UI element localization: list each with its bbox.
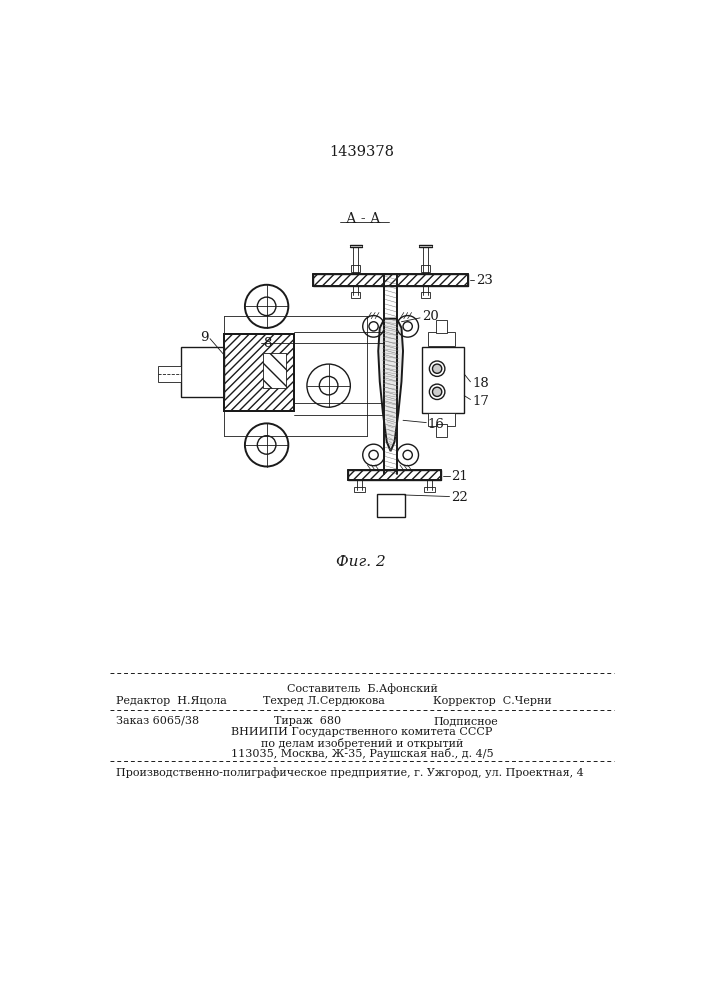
Bar [351, 292, 361, 298]
Bar [421, 347, 464, 413]
Text: Производственно-полиграфическое предприятие, г. Ужгород, ул. Проектная, 4: Производственно-полиграфическое предприя… [115, 768, 583, 778]
Bar [377, 494, 404, 517]
Bar [313, 274, 468, 286]
Text: ВНИИПИ Государственного комитета СССР: ВНИИПИ Государственного комитета СССР [231, 727, 493, 737]
Bar [424, 487, 435, 492]
Text: Редактор  Н.Яцола: Редактор Н.Яцола [115, 696, 226, 706]
Polygon shape [378, 319, 403, 451]
Text: по делам изобретений и открытий: по делам изобретений и открытий [261, 738, 463, 749]
Text: 17: 17 [472, 395, 489, 408]
Text: Подписное: Подписное [433, 716, 498, 726]
Text: 113035, Москва, Ж-35, Раушская наб., д. 4/5: 113035, Москва, Ж-35, Раушская наб., д. … [230, 748, 493, 759]
Bar [263, 353, 286, 388]
Text: 8: 8 [263, 337, 271, 350]
Bar [428, 332, 455, 346]
Bar [351, 265, 361, 272]
Bar [428, 413, 455, 426]
Text: Составитель  Б.Афонский: Составитель Б.Афонский [286, 684, 438, 694]
Bar [348, 470, 441, 480]
Text: Техред Л.Сердюкова: Техред Л.Сердюкова [263, 696, 385, 706]
Text: Заказ 6065/38: Заказ 6065/38 [115, 716, 199, 726]
Circle shape [257, 436, 276, 454]
Bar [436, 320, 448, 333]
Circle shape [403, 322, 412, 331]
Bar [421, 292, 430, 298]
Text: А - А: А - А [346, 212, 381, 226]
Circle shape [433, 387, 442, 396]
Circle shape [369, 450, 378, 460]
Text: 20: 20 [421, 310, 438, 323]
Text: 9: 9 [200, 331, 209, 344]
Text: 21: 21 [451, 470, 468, 483]
Circle shape [403, 450, 412, 460]
Text: 18: 18 [472, 377, 489, 390]
Text: Тираж  680: Тираж 680 [274, 716, 341, 726]
Circle shape [433, 364, 442, 373]
Bar [354, 487, 365, 492]
Text: 22: 22 [451, 491, 468, 504]
Text: Корректор  С.Черни: Корректор С.Черни [433, 696, 552, 706]
Text: 1439378: 1439378 [329, 145, 395, 159]
Bar [224, 334, 293, 411]
Circle shape [369, 322, 378, 331]
Text: 16: 16 [428, 418, 445, 431]
Text: 23: 23 [476, 274, 493, 287]
Bar [182, 347, 224, 397]
Bar [158, 366, 182, 382]
Bar [436, 424, 448, 437]
Circle shape [257, 297, 276, 316]
Text: Фиг. 2: Фиг. 2 [337, 555, 386, 569]
Bar [421, 265, 430, 272]
Circle shape [320, 376, 338, 395]
